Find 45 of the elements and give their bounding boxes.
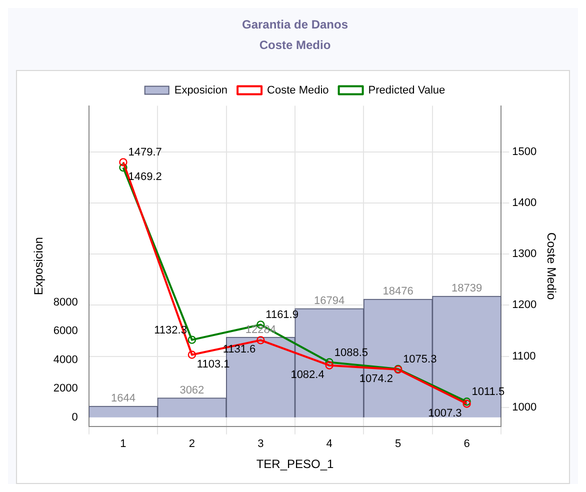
annotation: 18476 <box>382 286 414 298</box>
data-label: 1075.3 <box>403 354 437 366</box>
x-tick-label: 1 <box>120 438 126 450</box>
data-label: 1479.7 <box>128 146 162 159</box>
point <box>119 158 128 166</box>
x-tick-label: 2 <box>188 438 195 450</box>
annotation: 18739 <box>451 282 482 295</box>
y2-tick-label: 1300 <box>512 248 537 260</box>
annotation: 3062 <box>180 384 204 397</box>
y-tick-label: 2000 <box>53 382 78 395</box>
point <box>188 350 196 359</box>
point <box>256 336 265 344</box>
data-label: 1011.5 <box>472 386 505 398</box>
data-label: 1131.6 <box>222 344 256 356</box>
x-tick-label: 6 <box>464 438 470 450</box>
x-tick-label: 4 <box>326 438 332 450</box>
data-label: 1469.2 <box>128 171 162 184</box>
data-label: 1007.3 <box>428 407 462 420</box>
y2-tick-label: 1400 <box>512 196 537 209</box>
legend-label: Exposicion <box>174 84 228 96</box>
x-tick-label: 5 <box>395 438 402 450</box>
point <box>119 163 128 172</box>
y-tick-label: 6000 <box>53 325 78 338</box>
chart-title: Garantia de Danos <box>242 18 348 32</box>
x-tick-label: 3 <box>258 438 264 450</box>
x-axis-title: TER_PESO_1 <box>256 457 334 472</box>
y-tick-label: 8000 <box>53 296 78 309</box>
y-axis-title: Exposicion <box>32 237 46 296</box>
y2-tick-label: 1200 <box>512 299 537 312</box>
annotation: 1644 <box>110 392 136 405</box>
point <box>188 336 196 344</box>
point <box>325 361 334 370</box>
y-tick-label: 4000 <box>53 354 78 366</box>
annotation: 16794 <box>314 295 345 308</box>
y-tick-label: 0 <box>72 411 78 424</box>
y2-axis-title: Coste Medio <box>544 232 558 300</box>
data-label: 1082.4 <box>290 368 324 381</box>
data-label: 1074.2 <box>359 373 394 386</box>
y2-tick-label: 1100 <box>512 350 536 362</box>
y2-tick-label: 1000 <box>512 402 537 414</box>
legend-label: Predicted Value <box>368 84 446 96</box>
legend-label: Coste Medio <box>267 84 329 96</box>
y2-tick-label: 1500 <box>512 146 537 158</box>
data-label: 1088.5 <box>334 346 368 359</box>
chart-subtitle: Coste Medio <box>259 38 331 52</box>
